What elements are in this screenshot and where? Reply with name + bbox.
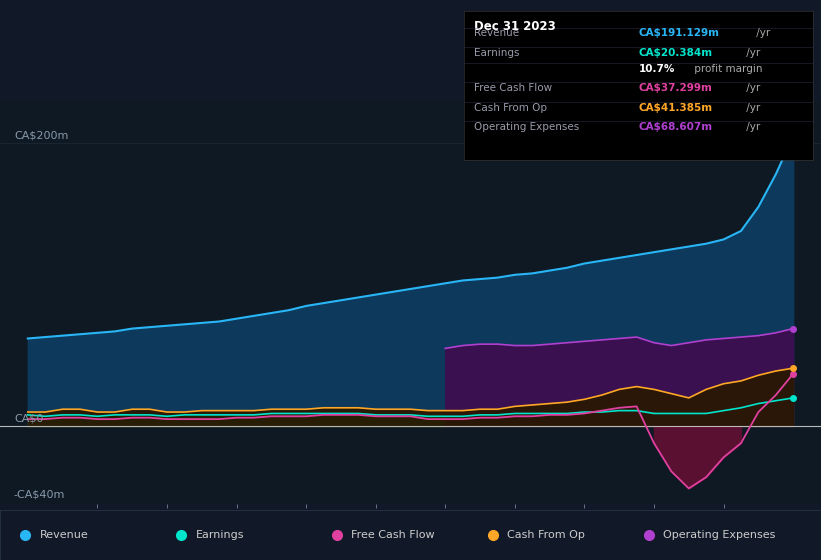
- Text: Cash From Op: Cash From Op: [475, 102, 548, 113]
- Text: CA$200m: CA$200m: [14, 130, 68, 141]
- Text: /yr: /yr: [743, 48, 760, 58]
- Text: profit margin: profit margin: [690, 64, 762, 74]
- Text: /yr: /yr: [743, 83, 760, 94]
- Text: CA$20.384m: CA$20.384m: [639, 48, 713, 58]
- Text: -CA$40m: -CA$40m: [14, 490, 66, 500]
- Text: CA$68.607m: CA$68.607m: [639, 122, 713, 132]
- Text: CA$41.385m: CA$41.385m: [639, 102, 713, 113]
- Text: Free Cash Flow: Free Cash Flow: [351, 530, 435, 540]
- Text: CA$37.299m: CA$37.299m: [639, 83, 712, 94]
- Text: Dec 31 2023: Dec 31 2023: [475, 20, 556, 33]
- Text: Operating Expenses: Operating Expenses: [475, 122, 580, 132]
- Text: Cash From Op: Cash From Op: [507, 530, 585, 540]
- Text: Revenue: Revenue: [475, 29, 520, 39]
- Text: CA$0: CA$0: [14, 413, 44, 423]
- Text: 10.7%: 10.7%: [639, 64, 675, 74]
- Text: CA$191.129m: CA$191.129m: [639, 29, 719, 39]
- Text: Revenue: Revenue: [39, 530, 88, 540]
- Text: /yr: /yr: [743, 102, 760, 113]
- Text: /yr: /yr: [754, 29, 771, 39]
- Text: Free Cash Flow: Free Cash Flow: [475, 83, 553, 94]
- Text: /yr: /yr: [743, 122, 760, 132]
- Text: Earnings: Earnings: [195, 530, 244, 540]
- Text: Earnings: Earnings: [475, 48, 520, 58]
- Text: Operating Expenses: Operating Expenses: [663, 530, 776, 540]
